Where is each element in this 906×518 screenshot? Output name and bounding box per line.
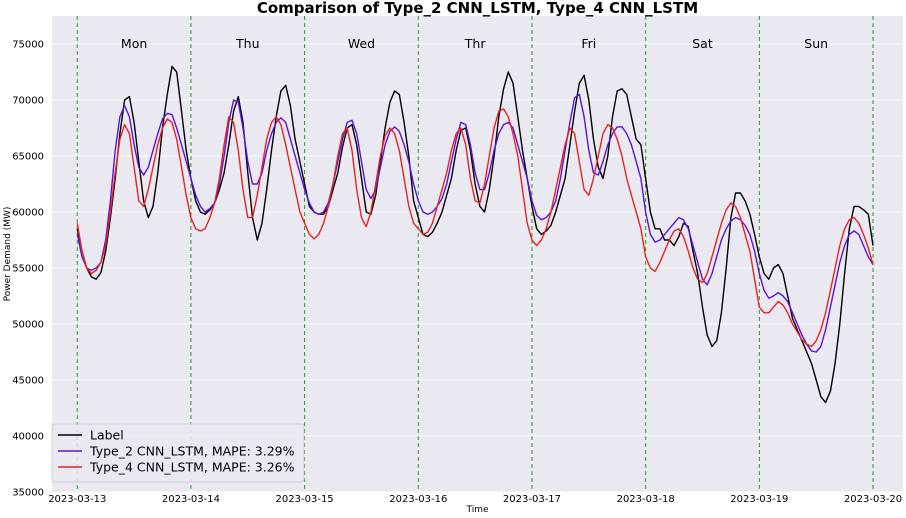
day-label: Thu: [235, 36, 259, 51]
day-label: Mon: [121, 36, 147, 51]
day-labels: Mon Thu Wed Thr Fri Sat Sun: [121, 36, 828, 51]
x-tick-label: 2023-03-14: [162, 494, 220, 505]
x-axis-ticks: 2023-03-13 2023-03-14 2023-03-15 2023-03-16…: [48, 494, 902, 505]
y-tick-label: 70000: [12, 96, 44, 107]
y-tick-label: 75000: [12, 40, 44, 51]
legend-box: [51, 423, 305, 483]
y-axis-ticks: 35000 40000 45000 50000 55000 60000 65000 70000…: [12, 40, 44, 499]
y-tick-label: 40000: [12, 432, 44, 443]
x-tick-label: 2023-03-18: [617, 494, 675, 505]
x-tick-label: 2023-03-19: [730, 494, 788, 505]
series-line-3: [76, 108, 874, 348]
day-label: Sun: [804, 36, 828, 51]
legend-label: Label: [90, 428, 124, 443]
y-tick-label: 50000: [12, 320, 44, 331]
legend-label: Type_2 CNN_LSTM, MAPE: 3.29%: [89, 444, 295, 459]
y-tick-label: 65000: [12, 152, 44, 163]
plot-area: [52, 16, 903, 492]
x-tick-label: 2023-03-20: [844, 494, 902, 505]
x-tick-label: 2023-03-16: [389, 494, 447, 505]
y-tick-label: 35000: [12, 488, 44, 499]
y-tick-label: 45000: [12, 376, 44, 387]
legend-label: Type_4 CNN_LSTM, MAPE: 3.26%: [89, 460, 295, 475]
x-tick-label: 2023-03-17: [503, 494, 561, 505]
series-lines: [76, 65, 874, 404]
x-tick-label: 2023-03-13: [48, 494, 106, 505]
x-axis-label: Time: [465, 505, 488, 515]
day-label: Fri: [581, 36, 596, 51]
x-tick-label: 2023-03-15: [276, 494, 334, 505]
day-label: Thr: [464, 36, 487, 51]
y-tick-label: 60000: [12, 208, 44, 219]
y-tick-label: 55000: [12, 264, 44, 275]
series-line-1: [76, 65, 874, 404]
day-label: Sat: [692, 36, 713, 51]
day-label: Wed: [348, 36, 375, 51]
y-axis-label: Power Demand (MW): [3, 207, 13, 302]
chart-title: Comparison of Type_2 CNN_LSTM, Type_4 CN…: [257, 0, 698, 17]
